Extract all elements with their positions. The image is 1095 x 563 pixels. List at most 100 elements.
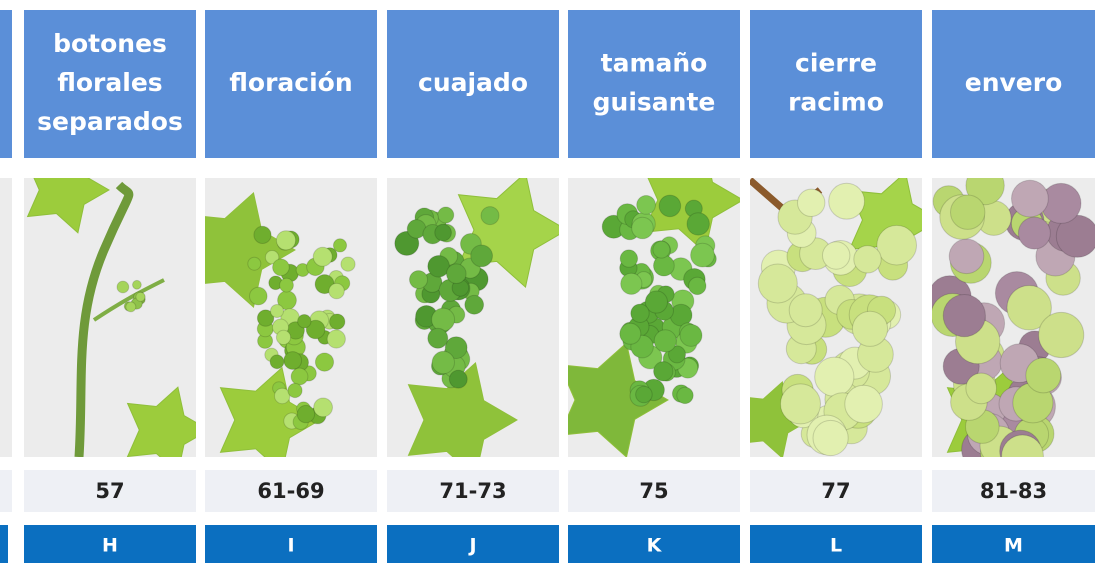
berry (677, 387, 693, 403)
stage-title: cuajado (418, 68, 528, 97)
berry (823, 242, 850, 269)
berry (276, 231, 295, 250)
berry (620, 323, 641, 344)
berry (854, 246, 881, 273)
berry (136, 292, 145, 301)
berry (291, 368, 308, 385)
berry (1039, 312, 1084, 357)
berry (632, 217, 654, 239)
berry (966, 373, 997, 404)
edge-header (0, 10, 12, 158)
berry (288, 383, 302, 397)
edge-code (0, 470, 12, 512)
berry (691, 243, 715, 267)
berry (126, 302, 136, 312)
berry (284, 352, 302, 370)
berry (781, 384, 821, 424)
stage-title: tamaño (601, 49, 708, 78)
berry (297, 405, 314, 422)
berry (1026, 358, 1061, 393)
stage-code: 71-73 (439, 479, 506, 503)
stage-illustration (24, 147, 209, 473)
berry (329, 283, 344, 298)
berry (659, 195, 681, 217)
berry (620, 250, 637, 267)
berry (254, 226, 271, 243)
berry (951, 195, 985, 229)
berry (330, 314, 345, 329)
stage-title: florales (57, 68, 162, 97)
berry (280, 278, 294, 292)
berry (943, 295, 985, 337)
stage-code: 61-69 (257, 479, 324, 503)
stage-header (750, 10, 922, 158)
berry (248, 257, 261, 270)
berry (435, 224, 452, 241)
stage-header (568, 10, 740, 158)
berry (314, 398, 333, 417)
stage-title: botones (53, 29, 167, 58)
berry (270, 355, 284, 369)
berry (798, 189, 825, 216)
berry (313, 247, 332, 266)
berry (689, 277, 706, 294)
berry (680, 324, 702, 346)
stage-illustration (387, 173, 567, 477)
berry (877, 225, 917, 265)
berry (273, 259, 290, 276)
berry (315, 353, 333, 371)
stage-code: 77 (821, 479, 850, 503)
berry (637, 196, 656, 215)
berry (758, 264, 797, 303)
berry (438, 207, 454, 223)
berry (449, 370, 467, 388)
berry (298, 315, 311, 328)
stage-illustration (928, 166, 1095, 477)
berry (333, 239, 346, 252)
stage-title: floración (229, 68, 352, 97)
berry (465, 295, 484, 314)
stage-title: cierre (795, 49, 877, 78)
berry (432, 308, 455, 331)
berry (654, 362, 673, 381)
stage-illustration (560, 148, 744, 457)
berry (654, 330, 676, 352)
stages-infographic: botonesfloralesseparados57Hfloración61-6… (0, 0, 1095, 563)
berry (117, 281, 129, 293)
berry (1018, 217, 1050, 249)
berry (845, 385, 883, 423)
berry (829, 183, 865, 219)
stage-title: racimo (788, 88, 884, 117)
berry (276, 330, 290, 344)
berry (653, 241, 670, 258)
edge-image (0, 178, 12, 457)
stage-title: guisante (593, 88, 716, 117)
stage-letter: H (102, 535, 118, 557)
berry (133, 280, 142, 289)
edge-letter (0, 525, 8, 563)
berry (327, 330, 345, 348)
berry (949, 239, 984, 274)
berry (249, 287, 267, 305)
berry (481, 207, 499, 225)
berry (687, 213, 709, 235)
berry (447, 264, 467, 284)
berry (636, 386, 653, 403)
berry (1012, 180, 1049, 217)
stage-code: 81-83 (980, 479, 1047, 503)
berry (815, 357, 854, 396)
stage-letter: L (830, 535, 842, 557)
berry (654, 255, 675, 276)
berry (852, 311, 887, 346)
berry (471, 245, 493, 267)
stage-title: separados (37, 107, 183, 136)
stage-letter: K (647, 535, 663, 557)
berry (410, 271, 428, 289)
berry (621, 273, 642, 294)
berry (432, 351, 454, 373)
berry (428, 328, 448, 348)
stage-code: 75 (639, 479, 668, 503)
berry (813, 420, 848, 455)
stage-letter: I (287, 535, 294, 557)
stage-letter: J (467, 535, 476, 557)
